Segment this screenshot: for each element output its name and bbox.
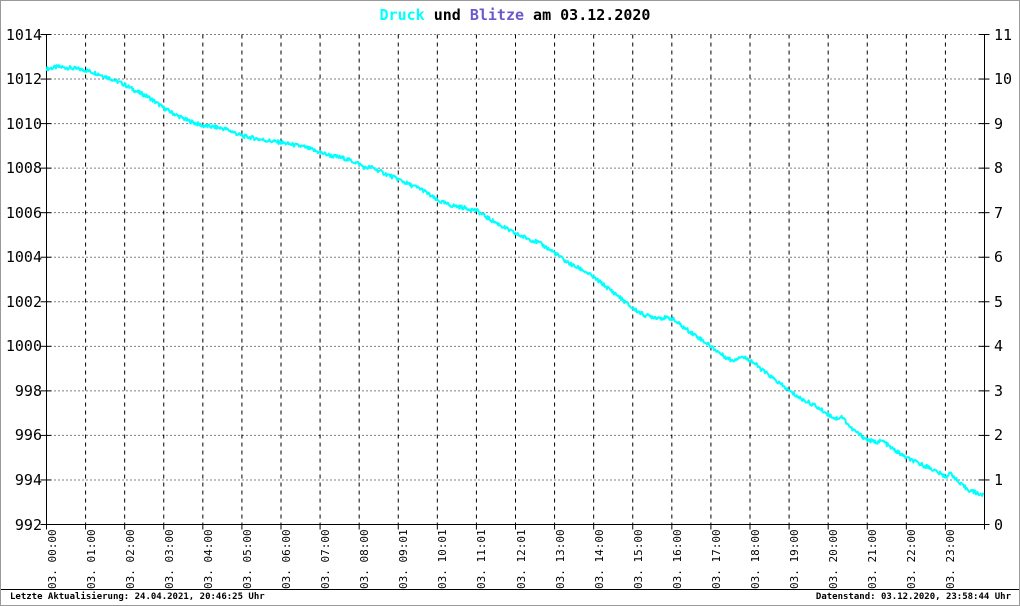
y-left-tick-label: 1010	[5, 114, 42, 133]
x-tick-label: 03. 04:00	[201, 529, 215, 589]
y-left-tick-label: 1002	[5, 292, 42, 311]
y-right-tick-label: 10	[994, 70, 1013, 89]
x-tick-label: 03. 03:00	[162, 529, 176, 589]
title-segment: Blitze	[469, 6, 525, 24]
title-segment: Druck	[379, 6, 425, 24]
x-tick-label: 03. 23:00	[944, 529, 958, 589]
x-tick-label: 03. 17:00	[709, 529, 723, 589]
y-left-tick-label: 1000	[5, 337, 42, 356]
chart-title: Druck und Blitze am 03.12.2020	[46, 6, 984, 24]
y-left-tick-label: 1012	[5, 70, 42, 89]
title-segment: und	[424, 6, 470, 24]
y-right-tick-label: 1	[994, 470, 1004, 489]
x-tick-label: 03. 14:00	[592, 529, 606, 589]
y-right-tick-label: 0	[994, 515, 1004, 534]
x-tick-label: 03. 00:00	[45, 529, 59, 589]
x-tick-label: 03. 07:00	[319, 529, 333, 589]
y-right-tick-label: 7	[994, 203, 1004, 222]
x-tick-label: 03. 11:01	[475, 529, 489, 589]
footer-separator	[1, 589, 1019, 590]
y-left-tick-label: 1008	[5, 159, 42, 178]
x-tick-label: 03. 12:01	[514, 529, 528, 589]
y-right-tick-label: 5	[994, 292, 1004, 311]
x-tick-label: 03. 10:01	[436, 529, 450, 589]
x-tick-label: 03. 08:00	[358, 529, 372, 589]
x-tick-label: 03. 22:00	[905, 529, 919, 589]
pressure-lightning-chart	[40, 34, 990, 530]
x-tick-label: 03. 05:00	[240, 529, 254, 589]
pressure-line-series	[45, 64, 985, 497]
y-left-tick-label: 992	[14, 515, 42, 534]
x-tick-label: 03. 09:01	[397, 529, 411, 589]
y-left-tick-label: 1014	[5, 25, 42, 44]
x-tick-label: 03. 19:00	[788, 529, 802, 589]
x-tick-label: 03. 13:00	[553, 529, 567, 589]
y-right-tick-label: 4	[994, 337, 1004, 356]
y-left-tick-label: 994	[14, 470, 42, 489]
y-right-tick-label: 6	[994, 248, 1004, 267]
y-right-tick-label: 9	[994, 114, 1004, 133]
y-right-tick-label: 3	[994, 381, 1004, 400]
y-right-tick-label: 11	[994, 25, 1013, 44]
last-update-text: Letzte Aktualisierung: 24.04.2021, 20:46…	[10, 592, 265, 602]
x-tick-label: 03. 18:00	[749, 529, 762, 589]
x-tick-label: 03. 02:00	[123, 529, 137, 589]
y-left-tick-label: 996	[14, 426, 42, 445]
y-left-tick-label: 998	[14, 381, 42, 400]
y-left-tick-label: 1004	[5, 248, 42, 267]
x-tick-label: 03. 21:00	[866, 529, 880, 589]
x-tick-label: 03. 16:00	[670, 529, 684, 589]
y-right-tick-label: 8	[994, 159, 1004, 178]
data-timestamp-text: Datenstand: 03.12.2020, 23:58:44 Uhr	[815, 592, 1011, 602]
x-tick-label: 03. 15:00	[631, 529, 645, 589]
x-tick-label: 03. 01:00	[84, 529, 98, 589]
y-right-tick-label: 2	[994, 426, 1004, 445]
title-segment: am 03.12.2020	[524, 6, 651, 24]
x-tick-label: 03. 06:00	[280, 529, 293, 589]
x-tick-label: 03. 20:00	[827, 529, 841, 589]
y-left-tick-label: 1006	[5, 203, 42, 222]
